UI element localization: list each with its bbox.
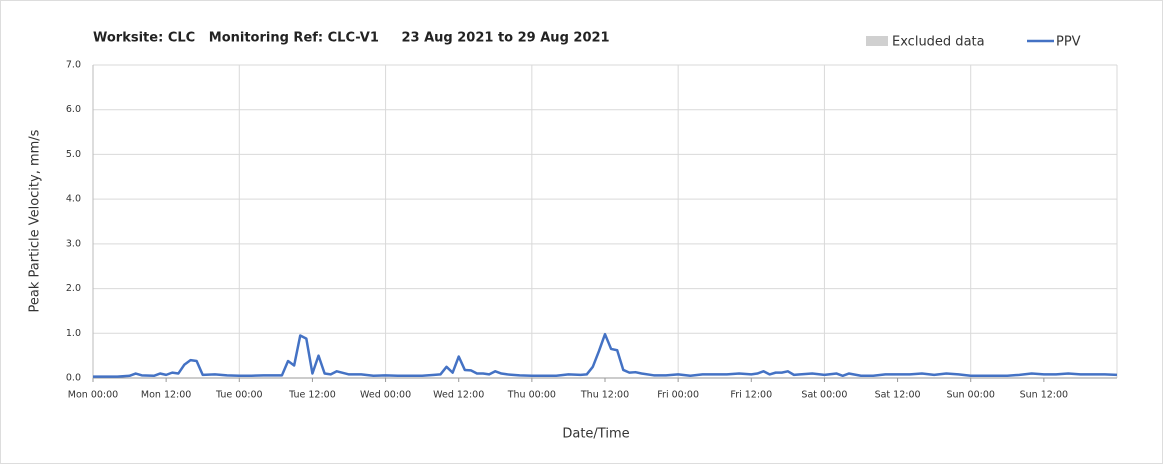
x-tick-label: Mon 12:00 xyxy=(141,390,191,401)
legend-swatch-excluded xyxy=(866,36,888,46)
x-tick-label: Tue 12:00 xyxy=(288,390,336,401)
y-tick-label: 6.0 xyxy=(66,104,81,115)
x-tick-label: Thu 12:00 xyxy=(580,390,629,401)
x-tick-label: Sat 12:00 xyxy=(875,390,921,401)
ppv-line xyxy=(93,332,1118,378)
x-tick-label: Sat 00:00 xyxy=(801,390,847,401)
x-tick-label: Tue 00:00 xyxy=(215,390,263,401)
y-tick-label: 7.0 xyxy=(66,60,81,71)
x-tick-label: Sun 12:00 xyxy=(1020,390,1068,401)
legend-excluded: Excluded data xyxy=(892,35,985,50)
y-tick-label: 5.0 xyxy=(66,149,81,160)
x-tick-label: Wed 12:00 xyxy=(433,390,484,401)
x-tick-label: Fri 12:00 xyxy=(730,390,772,401)
y-axis-label: Peak Particle Velocity, mm/s xyxy=(28,129,43,312)
y-tick-label: 4.0 xyxy=(66,194,81,205)
y-tick-label: 0.0 xyxy=(66,373,81,384)
y-tick-label: 2.0 xyxy=(66,283,81,294)
x-tick-label: Sun 00:00 xyxy=(946,390,994,401)
chart-title: Worksite: CLC Monitoring Ref: CLC-V1 23 … xyxy=(93,31,610,46)
x-tick-label: Thu 00:00 xyxy=(507,390,556,401)
x-tick-label: Mon 00:00 xyxy=(68,390,118,401)
x-tick-label: Wed 00:00 xyxy=(360,390,411,401)
y-tick-label: 3.0 xyxy=(66,238,81,249)
legend-ppv: PPV xyxy=(1056,35,1081,50)
x-axis-label: Date/Time xyxy=(562,427,629,442)
x-tick-label: Fri 00:00 xyxy=(657,390,699,401)
y-tick-label: 1.0 xyxy=(66,328,81,339)
